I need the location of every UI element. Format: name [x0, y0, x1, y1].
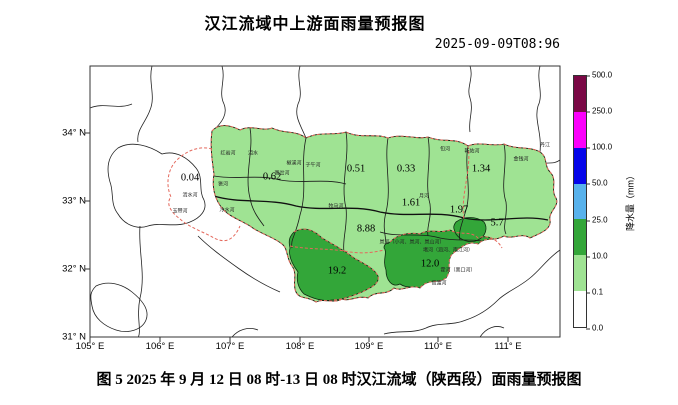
axes-frame [85, 65, 561, 342]
colorbar-segment [574, 76, 586, 112]
figure-title: 汉江流域中上游面雨量预报图 [204, 16, 426, 33]
colorbar-segment [574, 147, 586, 184]
colorbar-segment [574, 219, 586, 256]
basin-area-dark-southwest [288, 228, 379, 301]
colorbar-segment [574, 183, 586, 220]
colorbar [573, 75, 587, 328]
han-river-mainstem [213, 195, 549, 221]
forecast-timestamp: 2025-09-09T08:96 [434, 37, 560, 52]
colorbar-segment [574, 255, 586, 292]
colorbar-segment [574, 291, 586, 328]
basin-boundary-red-dashed [167, 125, 558, 303]
colorbar-segment [574, 111, 586, 148]
colorbar-title: 降水量（mm） [625, 171, 636, 231]
figure-caption: 图 5 2025 年 9 月 12 日 08 时-13 日 08 时汉江流域（陕… [96, 372, 582, 388]
county-boundaries [90, 66, 560, 337]
